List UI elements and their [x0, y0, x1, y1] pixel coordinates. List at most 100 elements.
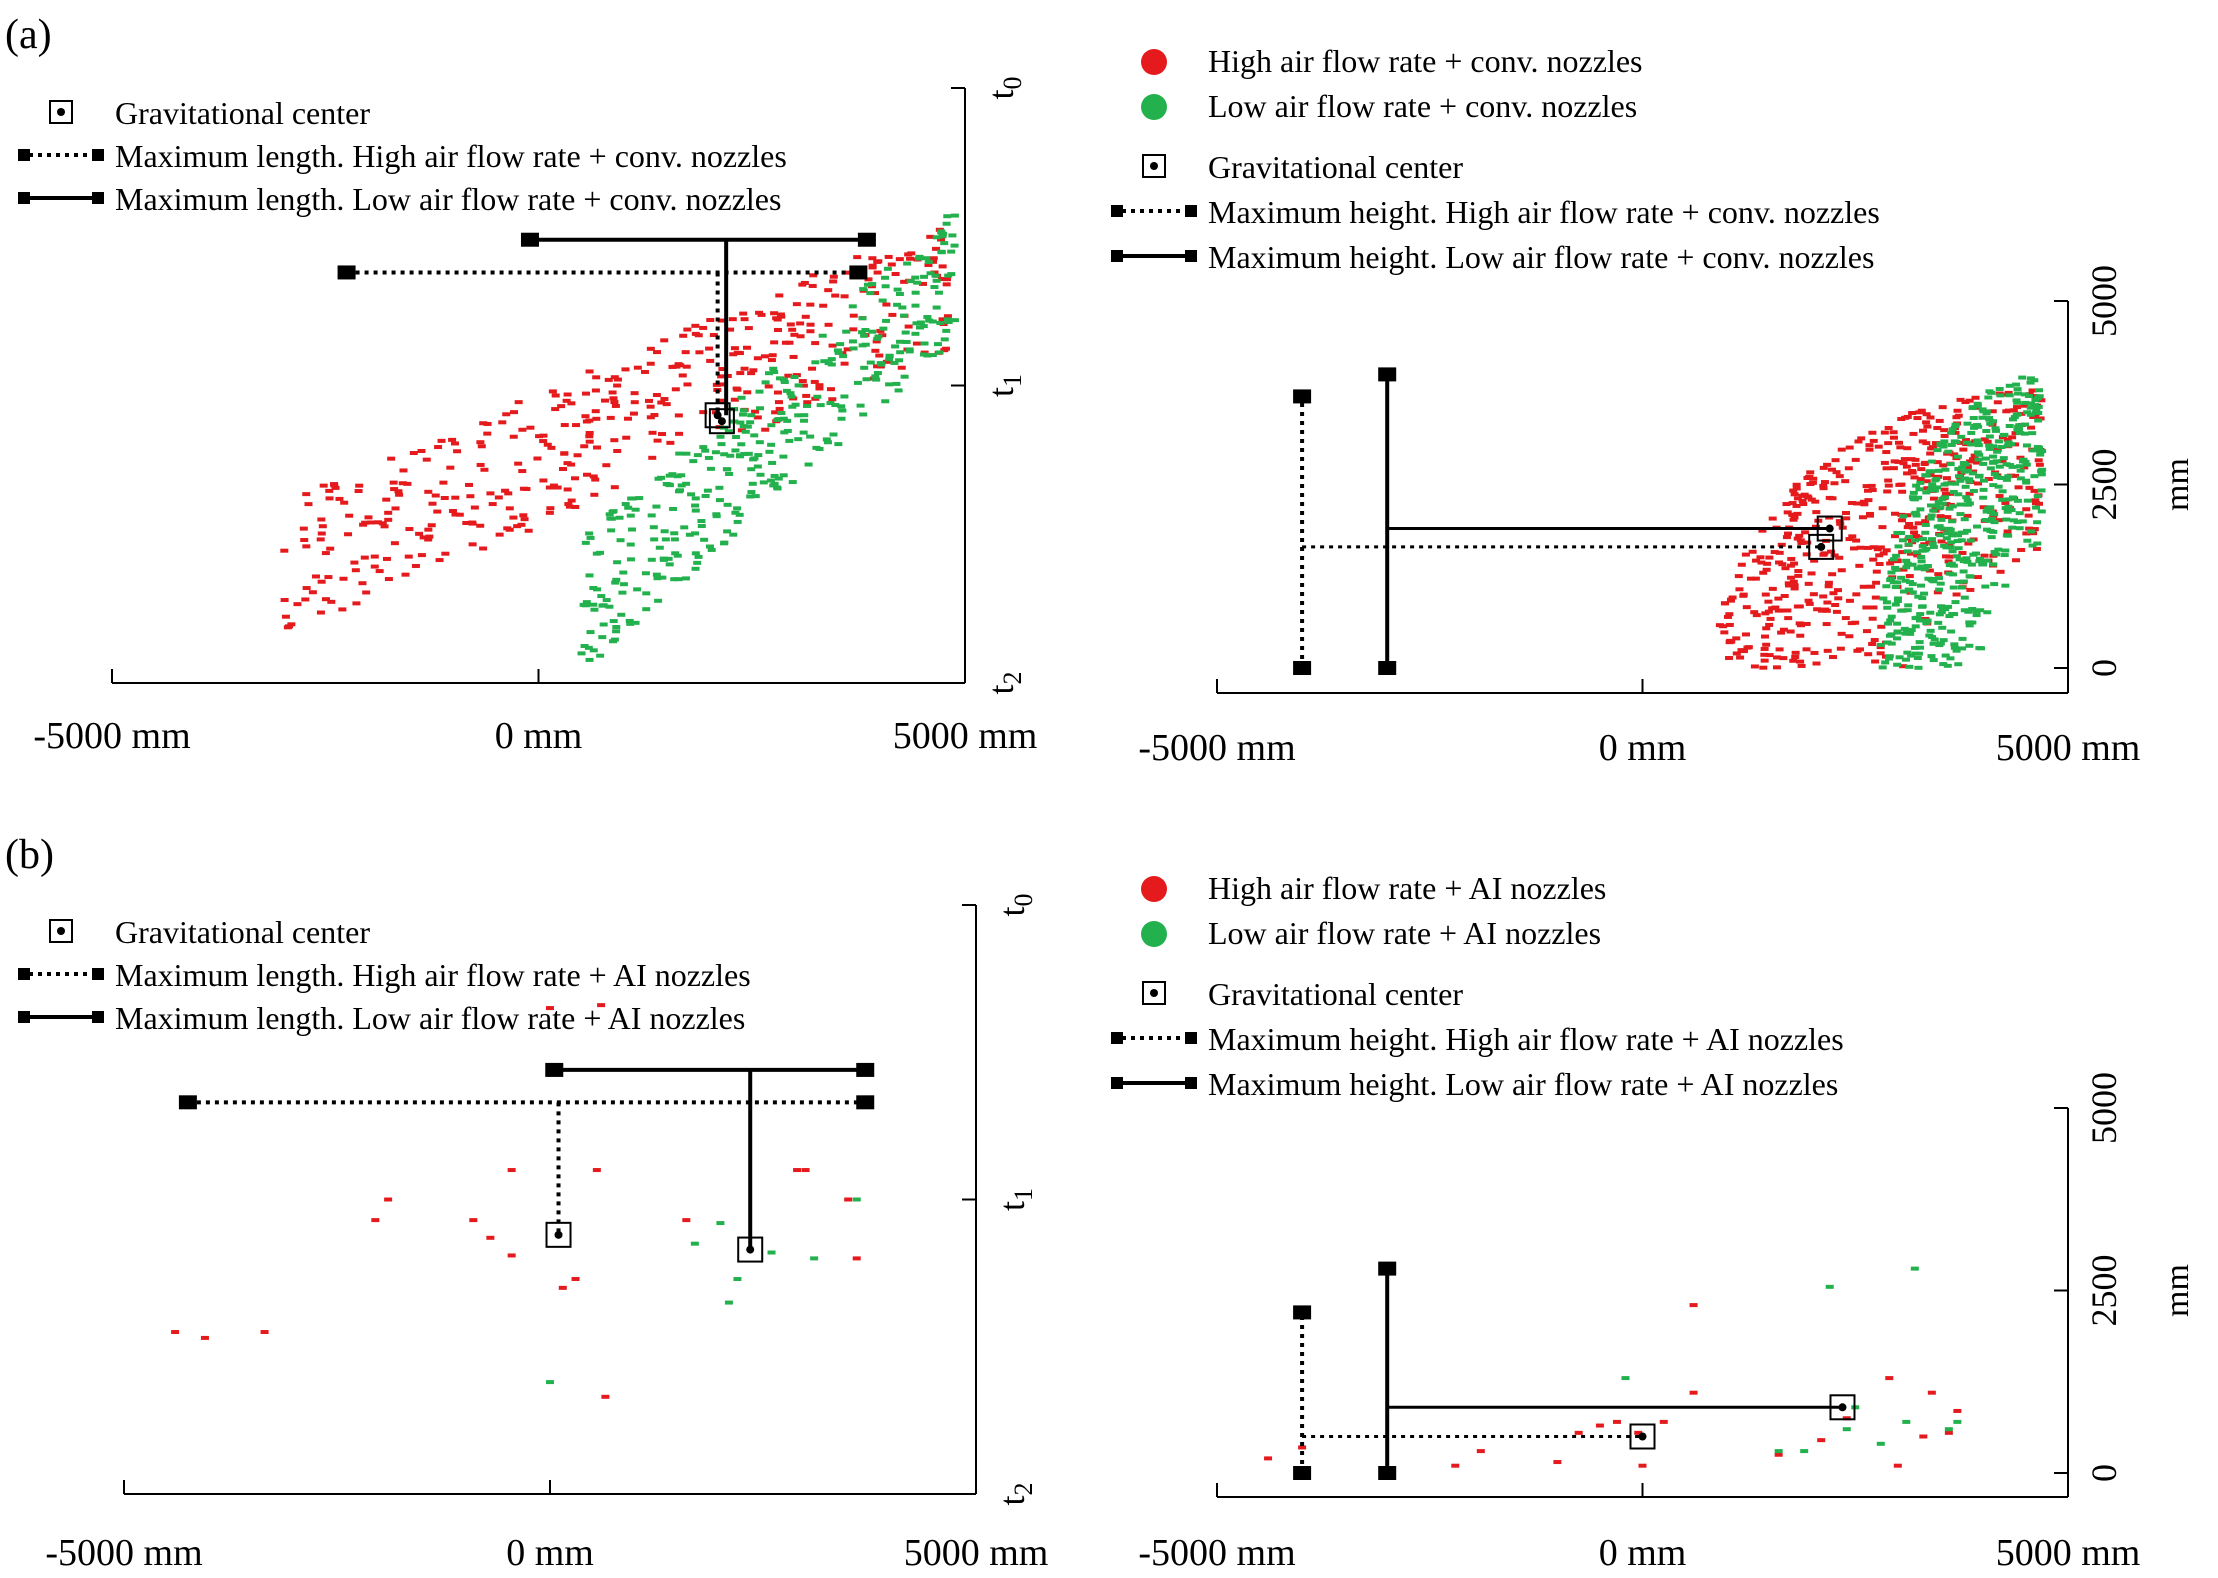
low-series-point	[693, 560, 702, 565]
low-series-point	[860, 333, 869, 338]
high-series-point	[1796, 659, 1805, 664]
high-series-point	[1800, 492, 1809, 497]
high-series-point	[390, 541, 399, 546]
high-series-point	[1774, 1452, 1783, 1457]
low-series-point	[1969, 488, 1978, 493]
high-series-point	[2020, 465, 2029, 470]
high-series-point	[415, 531, 424, 536]
high-series-point	[501, 488, 510, 493]
low-series-point	[2022, 480, 2031, 485]
low-series-point	[1917, 559, 1926, 564]
high-series-point	[1741, 552, 1750, 557]
low-series-point	[582, 600, 591, 605]
high-series-point	[1789, 658, 1798, 663]
high-series-point	[539, 433, 548, 438]
low-series-point	[2005, 383, 2014, 388]
high-series-point	[453, 449, 462, 454]
high-series-point	[1944, 1430, 1953, 1435]
high-series-point	[660, 397, 669, 402]
low-series-point	[610, 637, 619, 642]
high-series-point	[1898, 550, 1907, 555]
low-series-point	[1901, 578, 1910, 583]
low-series-point	[1927, 503, 1936, 508]
high-series-point	[1938, 405, 1947, 410]
high-series-point	[1777, 630, 1786, 635]
high-series-point	[658, 432, 667, 437]
high-series-point	[849, 327, 858, 332]
high-series-point	[1783, 608, 1792, 613]
high-series-point	[1919, 428, 1928, 433]
high-series-point	[1765, 555, 1774, 560]
low-series-point	[936, 321, 945, 326]
low-series-point	[1899, 514, 1908, 519]
high-series-point	[730, 346, 739, 351]
low-series-point	[1891, 565, 1900, 570]
low-series-point	[2034, 410, 2043, 415]
low-series-point	[1972, 551, 1981, 556]
low-series-point	[794, 413, 803, 418]
high-series-point	[1834, 596, 1843, 601]
high-series-point	[678, 373, 687, 378]
x-tick-label: 0 mm	[495, 715, 583, 757]
low-series-point	[607, 528, 616, 533]
low-series-point	[1954, 662, 1963, 667]
low-series-point	[1891, 585, 1900, 590]
line-end-marker	[1378, 367, 1397, 382]
high-series-point	[1894, 440, 1903, 445]
high-series-point	[480, 467, 489, 472]
high-series-point	[809, 273, 818, 278]
low-series-point	[1908, 582, 1917, 587]
low-series-point	[697, 524, 706, 529]
high-series-point	[518, 427, 527, 432]
high-series-point	[938, 276, 947, 281]
low-series-point	[2033, 494, 2042, 499]
low-series-point	[881, 399, 890, 404]
legend-label: Gravitational center	[1208, 149, 1463, 185]
low-series-point	[2037, 472, 2046, 477]
high-series-point	[1836, 646, 1845, 651]
high-series-point	[375, 569, 384, 574]
low-series-point	[1943, 663, 1952, 668]
high-series-point	[354, 489, 363, 494]
high-series-point	[1857, 436, 1866, 441]
low-series-point	[723, 502, 732, 507]
gravitational-center-marker	[1629, 1423, 1656, 1450]
low-series-point	[2025, 394, 2034, 399]
low-series-point	[1902, 558, 1911, 563]
high-series-point	[1760, 658, 1769, 663]
high-series-point	[545, 485, 554, 490]
high-series-point	[440, 496, 449, 501]
high-series-point	[1837, 631, 1846, 636]
low-series-point	[746, 494, 755, 499]
low-series-point	[674, 577, 683, 582]
legend-center-dot	[57, 927, 65, 935]
high-series-point	[1734, 574, 1743, 579]
low-series-point	[1973, 450, 1982, 455]
low-series-point	[905, 349, 914, 354]
low-series-point	[816, 403, 825, 408]
high-series-point	[1971, 395, 1980, 400]
y-tick-label: t1	[992, 1188, 1038, 1211]
high-series-point	[539, 478, 548, 483]
high-series-point	[773, 390, 782, 395]
high-series-point	[871, 291, 880, 296]
high-series-point	[592, 1168, 601, 1173]
high-series-point	[1689, 1303, 1698, 1308]
low-series-point	[1989, 419, 1998, 424]
low-series-point	[1934, 468, 1943, 473]
high-series-point	[1659, 1419, 1668, 1424]
low-series-point	[1968, 406, 1977, 411]
low-series-point	[848, 304, 857, 309]
legend-line-end	[92, 968, 104, 980]
high-series-point	[1927, 446, 1936, 451]
low-series-point	[1954, 546, 1963, 551]
low-series-point	[1914, 665, 1923, 670]
x-tick-label: 0 mm	[506, 1532, 594, 1574]
high-series-point	[1762, 626, 1771, 631]
low-series-point	[943, 214, 952, 219]
high-series-point	[564, 502, 573, 507]
high-series-point	[468, 542, 477, 547]
low-series-point	[1989, 483, 1998, 488]
low-series-point	[733, 519, 742, 524]
low-series-point	[1963, 421, 1972, 426]
